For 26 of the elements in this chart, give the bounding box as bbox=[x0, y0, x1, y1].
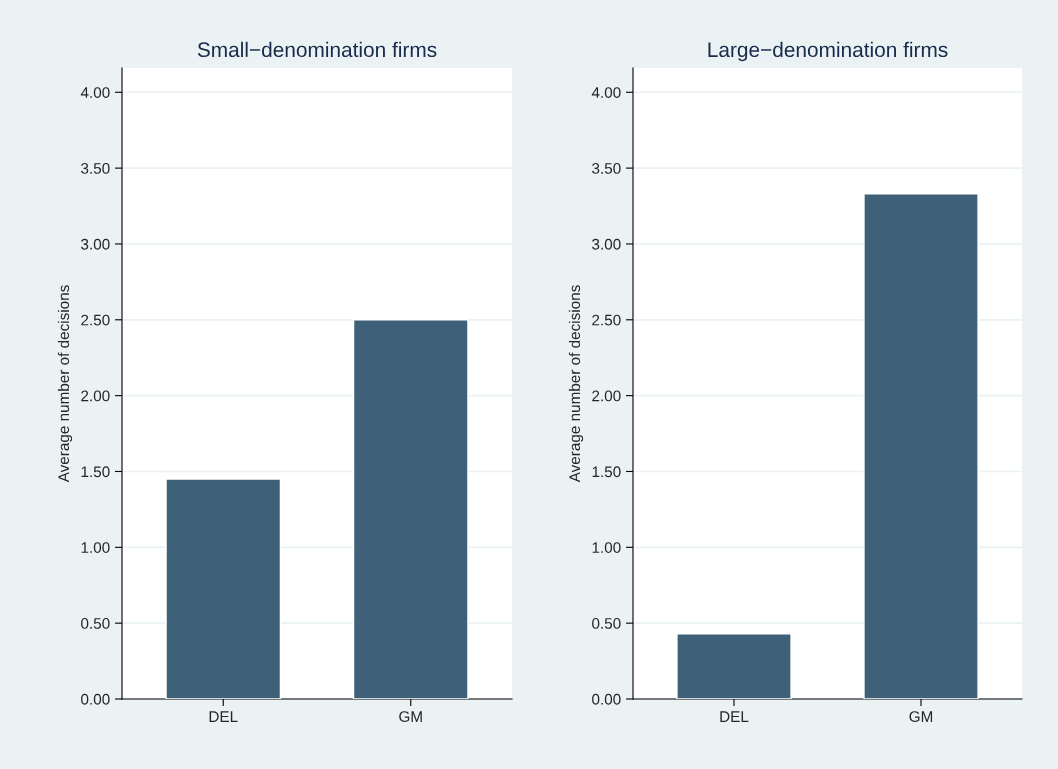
y-tick-label: 3.00 bbox=[592, 238, 621, 250]
y-tick-label: 1.00 bbox=[81, 542, 110, 553]
y-tick-label: 3.50 bbox=[81, 162, 110, 174]
x-tick-label: GM bbox=[399, 711, 422, 723]
y-tick-label: 0.50 bbox=[81, 618, 110, 629]
chart-title: Large−denomination firms bbox=[708, 41, 948, 62]
y-tick-label: 2.50 bbox=[81, 314, 110, 326]
y-tick-label: 2.00 bbox=[81, 390, 110, 402]
y-tick-label: 3.00 bbox=[81, 238, 110, 250]
y-tick-label: 2.50 bbox=[592, 314, 621, 326]
y-tick-label: 0.50 bbox=[592, 618, 621, 629]
y-axis-title: Average number of decisions bbox=[57, 285, 73, 483]
y-tick-label: 2.00 bbox=[592, 390, 621, 402]
x-tick-label: DEL bbox=[720, 711, 749, 722]
x-tick-label: GM bbox=[909, 711, 933, 723]
y-tick-label: 0.00 bbox=[592, 693, 621, 705]
y-tick-label: 3.50 bbox=[592, 162, 621, 174]
x-tick-label: DEL bbox=[209, 711, 238, 722]
y-tick-label: 1.50 bbox=[81, 466, 110, 478]
y-axis-title: Average number of decisions bbox=[568, 285, 584, 483]
y-tick-label: 4.00 bbox=[80, 87, 110, 98]
y-tick-label: 4.00 bbox=[591, 87, 621, 98]
y-tick-label: 1.50 bbox=[592, 466, 621, 478]
y-tick-label: 1.00 bbox=[592, 542, 621, 553]
y-tick-label: 0.00 bbox=[81, 693, 110, 705]
chart-title: Small−denomination firms bbox=[197, 41, 437, 58]
